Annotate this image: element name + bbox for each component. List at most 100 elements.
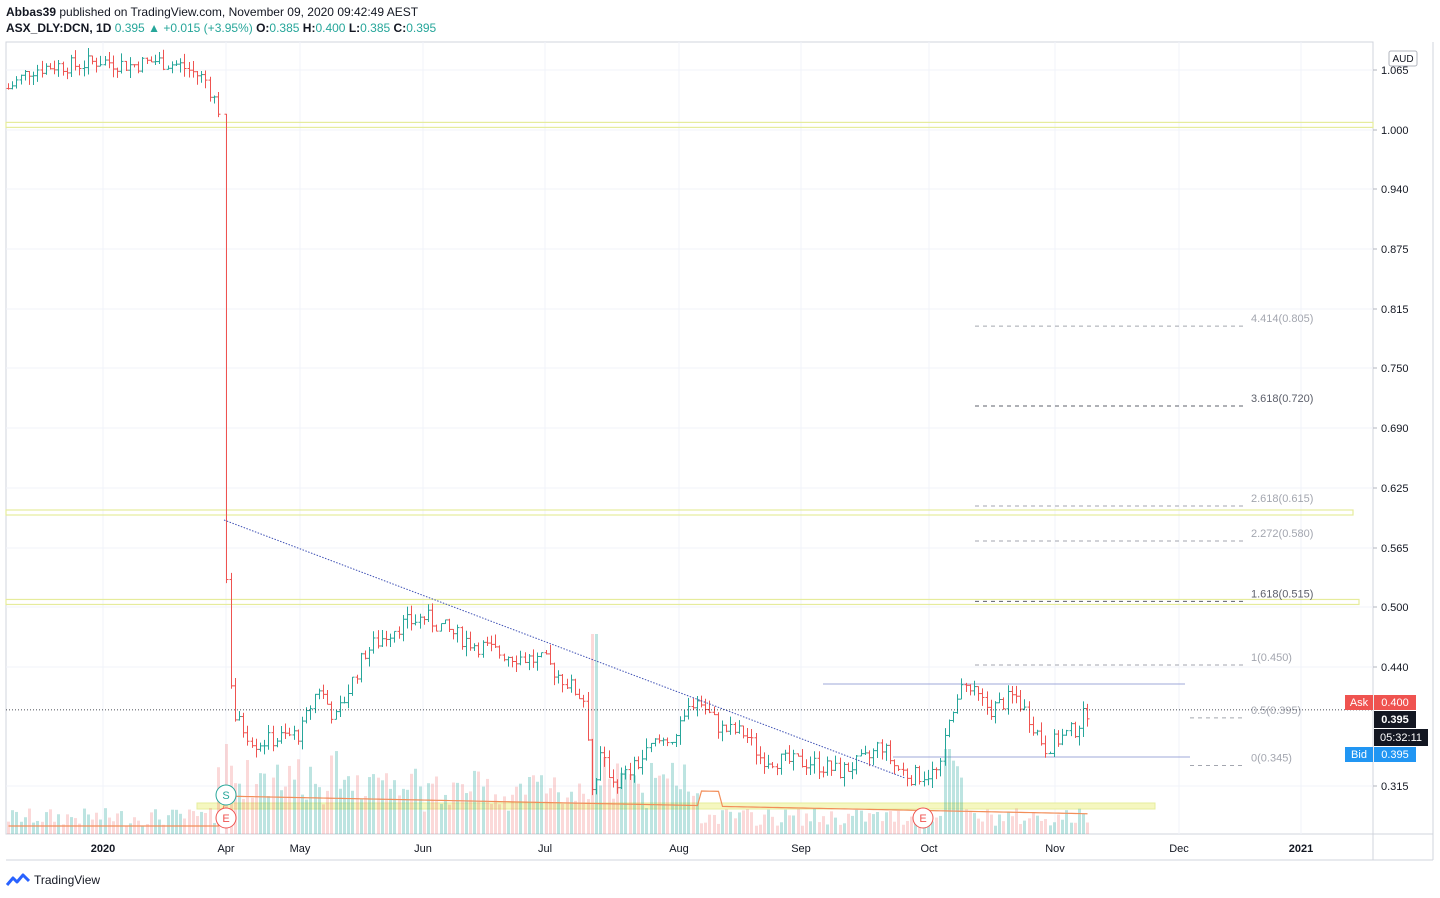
volume-bar — [129, 823, 132, 834]
volume-bar — [393, 780, 396, 834]
volume-bar — [948, 749, 951, 834]
volume-bar — [897, 811, 900, 834]
volume-bar — [536, 781, 539, 834]
volume-bar — [599, 785, 602, 834]
volume-bar — [960, 777, 963, 834]
volume-bar — [158, 819, 161, 834]
volume-bar — [179, 813, 182, 834]
volume-bar — [725, 809, 728, 834]
volume-bar — [1028, 818, 1031, 834]
x-tick-label: Aug — [669, 843, 689, 855]
volume-bar — [28, 808, 31, 834]
footer-brand[interactable]: TradingView — [6, 870, 100, 890]
volume-bar — [595, 634, 598, 834]
volume-bar — [675, 785, 678, 834]
volume-bar — [914, 823, 917, 834]
volume-bar — [511, 794, 514, 834]
x-tick-label: Jun — [414, 843, 432, 855]
volume-bar — [893, 821, 896, 834]
volume-bar — [141, 825, 144, 834]
volume-bar — [1019, 824, 1022, 834]
volume-bar — [986, 809, 989, 834]
y-tick-label: 0.625 — [1381, 483, 1409, 495]
volume-bar — [234, 783, 237, 834]
volume-bar — [570, 791, 573, 834]
chart-header: Abbas39 published on TradingView.com, No… — [6, 4, 906, 36]
author-name[interactable]: Abbas39 — [6, 5, 57, 19]
volume-bar — [57, 814, 60, 834]
volume-bar — [813, 808, 816, 834]
y-tick-label: 0.315 — [1381, 781, 1409, 793]
volume-bar — [251, 797, 254, 834]
volume-bar — [528, 776, 531, 834]
volume-bar — [809, 821, 812, 834]
volume-bar — [36, 820, 39, 834]
support-resistance-zone — [5, 598, 1360, 606]
footer-brand-label: TradingView — [34, 873, 101, 887]
volume-bar — [444, 794, 447, 834]
volume-bar — [419, 786, 422, 834]
volume-bar — [750, 812, 753, 834]
volume-bar — [776, 825, 779, 834]
support-resistance-zone — [5, 509, 1354, 516]
volume-bar — [616, 763, 619, 834]
low-value: 0.385 — [360, 21, 391, 35]
y-tick-label: 0.875 — [1381, 244, 1409, 256]
volume-bar — [935, 817, 938, 834]
volume-ma-line — [8, 790, 1088, 827]
volume-bar — [566, 797, 569, 834]
volume-bar — [540, 775, 543, 834]
volume-bar — [839, 824, 842, 834]
volume-bar — [99, 819, 102, 834]
volume-bar — [66, 814, 69, 834]
volume-bar — [708, 814, 711, 834]
event-marker-label: E — [919, 813, 926, 825]
volume-bar — [162, 824, 165, 834]
x-tick-label: 2021 — [1289, 843, 1313, 855]
volume-bar — [784, 809, 787, 834]
volume-bar — [175, 809, 178, 834]
volume-bar — [1011, 816, 1014, 834]
volume-bar — [553, 777, 556, 834]
volume-bar — [603, 756, 606, 834]
x-tick-label: Sep — [791, 843, 811, 855]
volume-bar — [641, 792, 644, 834]
volume-bar — [314, 783, 317, 834]
published-text: published on TradingView.com, November 0… — [56, 5, 419, 19]
volume-bar — [612, 798, 615, 834]
volume-bar — [7, 821, 10, 834]
volume-bar — [78, 823, 81, 834]
volume-bar — [465, 793, 468, 834]
volume-bar — [763, 814, 766, 834]
volume-bar — [49, 809, 52, 834]
volume-bar — [53, 821, 56, 834]
y-tick-label: 0.815 — [1381, 304, 1409, 316]
volume-bar — [549, 788, 552, 834]
volume-bar — [32, 822, 35, 834]
volume-bar — [969, 812, 972, 834]
volume-bar — [62, 824, 65, 834]
volume-bar — [280, 790, 283, 834]
volume-bar — [755, 825, 758, 834]
volume-bar — [87, 814, 90, 834]
volume-bar — [1036, 815, 1039, 834]
x-tick-label: Dec — [1169, 843, 1189, 855]
symbol-label[interactable]: ASX_DLY:DCN, 1D — [6, 21, 112, 35]
y-tick-label: 0.690 — [1381, 423, 1409, 435]
volume-bar — [952, 760, 955, 834]
volume-bar — [410, 773, 413, 834]
volume-bar — [238, 783, 241, 834]
support-resistance-zone — [196, 802, 1156, 810]
volume-bar — [196, 816, 199, 834]
volume-bar — [188, 809, 191, 834]
volume-bar — [330, 755, 333, 834]
fib-level-label: 1(0.450) — [1251, 652, 1292, 664]
volume-bar — [759, 824, 762, 834]
volume-bar — [288, 765, 291, 834]
volume-bar — [503, 796, 506, 834]
volume-bar — [242, 798, 245, 834]
fib-level-label: 2.618(0.615) — [1251, 493, 1313, 505]
volume-bar — [469, 791, 472, 834]
last-price: 0.395 — [114, 21, 145, 35]
